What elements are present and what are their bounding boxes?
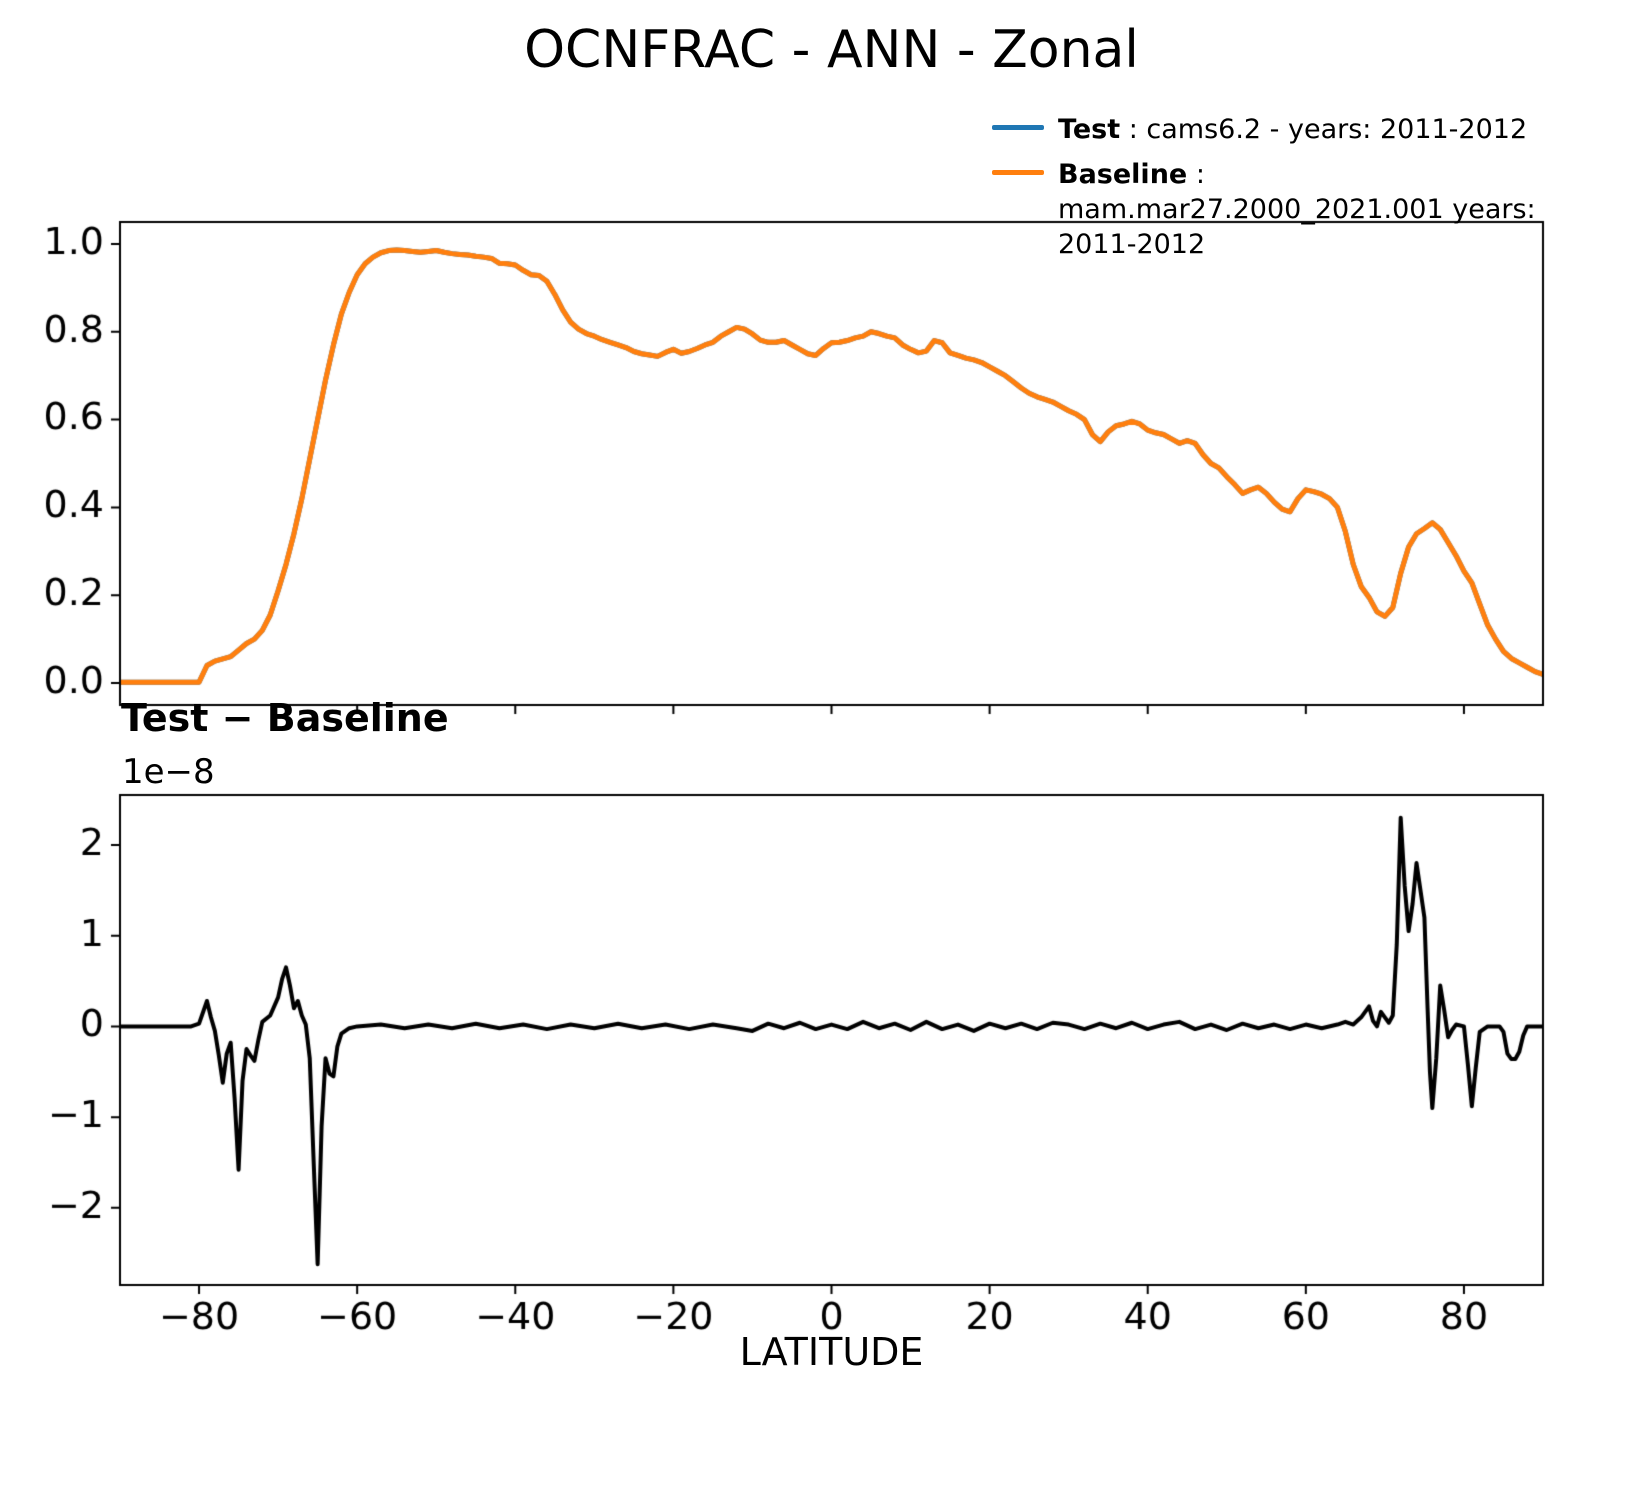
test-line-swatch-icon xyxy=(992,125,1044,130)
diff-panel-title: Test − Baseline xyxy=(121,696,449,740)
legend-label-baseline: Baseline xyxy=(1058,159,1188,191)
legend-rest-test: : cams6.2 - years: 2011-2012 xyxy=(1120,114,1528,145)
legend-label-test: Test xyxy=(1058,114,1121,145)
x-axis-label: LATITUDE xyxy=(739,1330,924,1374)
legend: Test : cams6.2 - years: 2011-2012 Baseli… xyxy=(992,112,1567,262)
page-title: OCNFRAC - ANN - Zonal xyxy=(524,20,1139,80)
legend-text-test: Test : cams6.2 - years: 2011-2012 xyxy=(1058,112,1527,147)
legend-text-baseline: Baseline : mam.mar27.2000_2021.001 years… xyxy=(1058,157,1567,262)
legend-item-baseline: Baseline : mam.mar27.2000_2021.001 years… xyxy=(992,157,1567,262)
legend-item-test: Test : cams6.2 - years: 2011-2012 xyxy=(992,112,1567,147)
y-axis-offset-label: 1e−8 xyxy=(122,752,215,792)
baseline-line-swatch-icon xyxy=(992,170,1044,176)
legend-rest-baseline: : mam.mar27.2000_2021.001 years: 2011-20… xyxy=(1058,159,1545,261)
